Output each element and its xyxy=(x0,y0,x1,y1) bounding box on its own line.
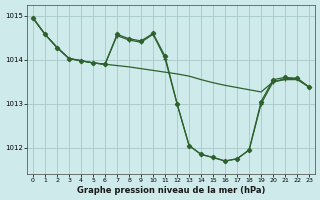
X-axis label: Graphe pression niveau de la mer (hPa): Graphe pression niveau de la mer (hPa) xyxy=(77,186,265,195)
